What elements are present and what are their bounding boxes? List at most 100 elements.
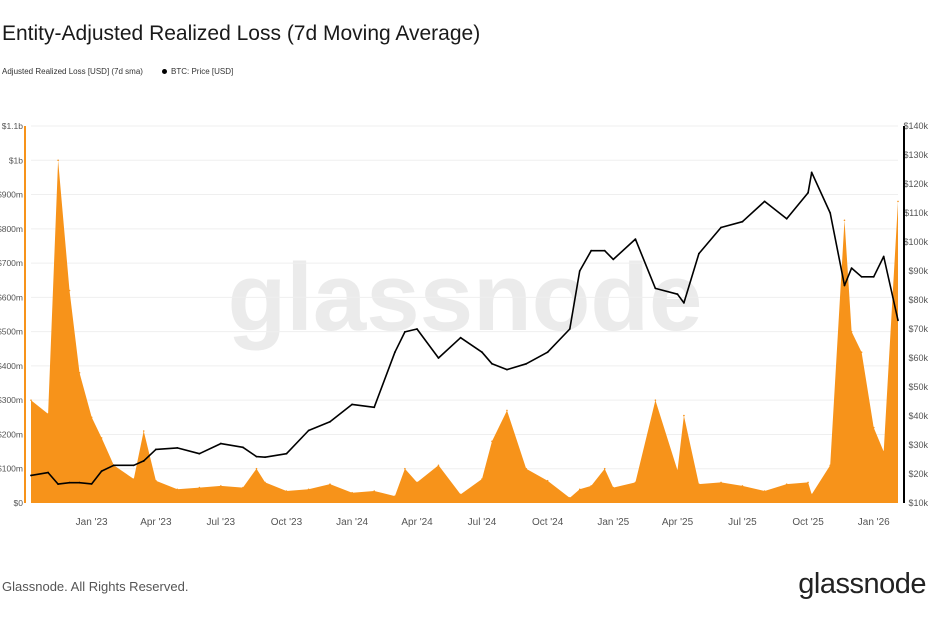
btc-price-point — [329, 420, 331, 423]
btc-price-point — [603, 249, 606, 252]
x-tick-label: Jan '23 — [76, 517, 108, 528]
btc-price-point — [698, 252, 700, 255]
y-right-tick-label: $120k — [903, 179, 928, 189]
realized-loss-point — [506, 409, 508, 412]
x-tick-label: Jul '24 — [468, 517, 497, 528]
btc-price-point — [68, 481, 71, 484]
legend-item-btc-price: BTC: Price [USD] — [162, 67, 233, 76]
btc-price-point — [416, 328, 418, 330]
realized-loss-point — [47, 413, 49, 415]
glassnode-logo: glassnode — [798, 568, 926, 600]
y-right-tick-label: $140k — [903, 121, 928, 131]
y-right-tick-label: $10k — [908, 498, 928, 508]
btc-price-point — [578, 270, 581, 272]
y-right-tick-label: $130k — [903, 150, 928, 160]
y-left-tick-label: $1.1b — [2, 121, 24, 131]
btc-price-point — [741, 220, 744, 223]
btc-price-point — [810, 171, 813, 174]
copyright-footer: Glassnode. All Rights Reserved. — [2, 579, 189, 594]
realized-loss-point — [242, 486, 244, 489]
realized-loss-point — [264, 481, 266, 484]
realized-loss-point — [590, 485, 592, 487]
y-right-tick-label: $100k — [903, 237, 928, 247]
btc-price-point — [307, 429, 310, 432]
realized-loss-point — [676, 469, 679, 472]
legend-label: BTC: Price [USD] — [171, 67, 234, 76]
y-right-tick-label: $70k — [908, 324, 928, 334]
btc-price-point — [112, 464, 115, 467]
btc-price-point — [590, 249, 593, 252]
realized-loss-point — [78, 371, 81, 374]
legend-label: Adjusted Realized Loss [USD] (7d sma) — [2, 67, 143, 76]
y-left-tick-label: $1b — [9, 155, 23, 165]
y-left-tick-label: $800m — [0, 224, 23, 234]
realized-loss-point — [30, 399, 32, 401]
btc-price-point — [255, 455, 258, 458]
y-left-tick-label: $0 — [14, 498, 24, 508]
btc-price-point — [219, 442, 222, 445]
btc-price-point — [568, 328, 571, 330]
realized-loss-point — [843, 219, 846, 222]
btc-price-point — [676, 293, 679, 296]
btc-price-point — [829, 212, 832, 214]
realized-loss-point — [603, 467, 606, 470]
btc-price-point — [154, 448, 157, 451]
x-tick-label: Oct '24 — [532, 517, 564, 528]
btc-price-point — [506, 368, 508, 371]
realized-loss-point — [57, 159, 59, 162]
realized-loss-point — [142, 430, 145, 432]
btc-price-point — [142, 460, 145, 462]
btc-price-point — [683, 302, 685, 304]
btc-price-point — [100, 470, 103, 472]
y-right-tick-label: $30k — [908, 440, 928, 450]
btc-price-point — [404, 331, 406, 333]
btc-price-point — [285, 452, 288, 455]
realized-loss-point — [897, 200, 899, 203]
btc-price-point — [264, 456, 266, 459]
realized-loss-point — [720, 481, 722, 484]
realized-loss-point — [741, 485, 744, 487]
realized-loss-point — [578, 488, 581, 491]
realized-loss-point — [683, 414, 685, 417]
btc-price-point — [351, 403, 354, 406]
btc-price-point — [57, 483, 60, 486]
btc-price-point — [47, 471, 50, 474]
btc-price-point — [807, 191, 809, 194]
realized-loss-point — [373, 490, 376, 492]
x-tick-label: Jul '23 — [207, 517, 236, 528]
btc-price-point — [634, 238, 637, 241]
realized-loss-point — [307, 488, 310, 491]
realized-loss-point — [882, 450, 885, 453]
x-tick-label: Oct '23 — [271, 517, 303, 528]
realized-loss-point — [437, 464, 440, 467]
btc-price-point — [720, 226, 722, 229]
x-tick-label: Apr '23 — [140, 517, 172, 528]
btc-price-point — [481, 351, 483, 354]
x-tick-label: Jul '25 — [728, 517, 757, 528]
btc-price-point — [242, 446, 244, 449]
x-tick-label: Jan '26 — [858, 517, 890, 528]
realized-loss-point — [220, 485, 222, 487]
y-right-tick-label: $90k — [908, 266, 928, 276]
y-right-tick-label: $20k — [908, 469, 928, 479]
btc-price-point — [612, 258, 615, 261]
btc-price-point — [132, 464, 135, 467]
realized-loss-point — [329, 483, 331, 485]
btc-price-point — [882, 255, 885, 258]
y-right-tick-label: $60k — [908, 353, 928, 363]
y-left-tick-label: $900m — [0, 190, 23, 200]
btc-price-point — [897, 319, 899, 322]
x-tick-label: Oct '25 — [792, 517, 824, 528]
btc-price-point — [90, 482, 93, 485]
realized-loss-point — [850, 330, 853, 333]
realized-loss-point — [90, 416, 93, 419]
btc-price-point — [394, 351, 396, 354]
realized-loss-point — [68, 289, 71, 292]
realized-loss-point — [872, 426, 875, 429]
realized-loss-point — [829, 464, 832, 467]
y-left-tick-label: $600m — [0, 292, 23, 302]
y-left-tick-label: $100m — [0, 464, 23, 474]
btc-price-point — [525, 362, 528, 365]
realized-loss-point — [285, 490, 288, 492]
